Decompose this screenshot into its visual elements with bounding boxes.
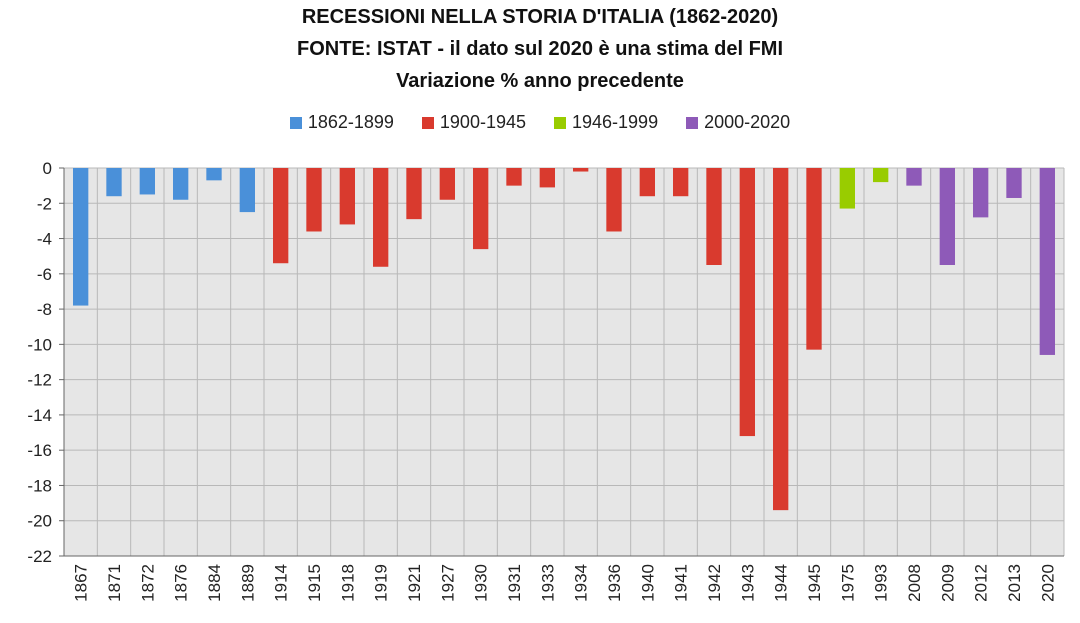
legend-label: 1946-1999 — [572, 112, 659, 132]
bar — [1006, 168, 1022, 198]
bar — [939, 168, 955, 265]
legend-swatch — [421, 116, 434, 129]
bar — [739, 168, 755, 437]
x-tick-label: 1919 — [372, 564, 391, 602]
chart-subtitle: FONTE: ISTAT - il dato sul 2020 è una st… — [297, 38, 783, 60]
x-tick-label: 1936 — [605, 564, 624, 602]
x-tick-label: 1993 — [872, 564, 891, 602]
bar — [706, 168, 722, 265]
legend: 1862-1899 1900-1945 1946-1999 2000-2020 — [0, 112, 1080, 133]
legend-label: 2000-2020 — [704, 112, 791, 132]
y-tick-label: 0 — [43, 159, 52, 178]
y-tick-label: -2 — [37, 194, 52, 213]
bar — [806, 168, 822, 350]
chart-title: RECESSIONI NELLA STORIA D'ITALIA (1862-2… — [301, 6, 779, 28]
x-tick-label: 1933 — [538, 564, 557, 602]
bar — [673, 168, 689, 197]
bar — [506, 168, 522, 186]
bar — [639, 168, 655, 197]
legend-label: 1900-1945 — [439, 112, 526, 132]
legend-label: 1862-1899 — [307, 112, 394, 132]
bar — [406, 168, 422, 220]
x-tick-label: 2020 — [1038, 564, 1057, 602]
x-tick-label: 1918 — [338, 564, 357, 602]
bar — [239, 168, 255, 213]
x-tick-label: 2013 — [1005, 564, 1024, 602]
x-tick-label: 1876 — [172, 564, 191, 602]
legend-item: 1862-1899 — [289, 112, 394, 133]
x-tick-label: 1942 — [705, 564, 724, 602]
bar — [873, 168, 889, 183]
bar — [173, 168, 189, 200]
x-tick-label: 1884 — [205, 564, 224, 602]
bar — [206, 168, 222, 181]
y-tick-label: -18 — [27, 476, 52, 495]
bar — [973, 168, 989, 218]
x-tick-label: 1931 — [505, 564, 524, 602]
x-tick-label: 1889 — [238, 564, 257, 602]
bar — [339, 168, 355, 225]
y-tick-label: -8 — [37, 300, 52, 319]
x-tick-label: 1867 — [72, 564, 91, 602]
x-tick-label: 1944 — [772, 564, 791, 602]
x-tick-label: 2009 — [938, 564, 957, 602]
x-tick-label: 1927 — [438, 564, 457, 602]
bar — [439, 168, 455, 200]
x-tick-label: 1872 — [138, 564, 157, 602]
x-tick-label: 1940 — [638, 564, 657, 602]
legend-item: 1900-1945 — [421, 112, 526, 133]
bar — [373, 168, 389, 267]
legend-swatch — [554, 116, 566, 129]
bar — [106, 168, 122, 197]
x-tick-label: 1934 — [572, 564, 591, 602]
legend-item: 2000-2020 — [686, 112, 790, 133]
bar — [73, 168, 89, 306]
y-tick-label: -22 — [27, 547, 52, 566]
y-tick-label: -4 — [37, 230, 52, 249]
bar — [473, 168, 489, 250]
x-tick-label: 1921 — [405, 564, 424, 602]
x-tick-label: 1941 — [672, 564, 691, 602]
x-tick-label: 1914 — [272, 564, 291, 602]
x-tick-label: 1930 — [472, 564, 491, 602]
bar — [773, 168, 789, 511]
y-tick-label: -10 — [27, 335, 52, 354]
x-tick-label: 1943 — [738, 564, 757, 602]
y-tick-label: -12 — [27, 371, 52, 390]
y-tick-label: -16 — [27, 441, 52, 460]
x-tick-label: 1975 — [838, 564, 857, 602]
bar — [573, 168, 589, 172]
x-tick-label: 2008 — [905, 564, 924, 602]
legend-swatch — [289, 116, 302, 129]
x-tick-label: 1871 — [105, 564, 124, 602]
y-tick-label: -6 — [37, 265, 52, 284]
bar — [606, 168, 622, 232]
bar — [839, 168, 855, 209]
bar — [539, 168, 555, 188]
bar — [1039, 168, 1055, 355]
bar — [906, 168, 922, 186]
legend-item: 1946-1999 — [554, 112, 658, 133]
x-tick-label: 1915 — [305, 564, 324, 602]
legend-swatch — [686, 116, 699, 129]
x-tick-label: 1945 — [805, 564, 824, 602]
chart-subtitle-2: Variazione % anno precedente — [396, 70, 684, 92]
bar — [273, 168, 289, 264]
y-tick-label: -14 — [27, 406, 52, 425]
bar — [139, 168, 155, 195]
bar — [306, 168, 322, 232]
x-tick-label: 2012 — [972, 564, 991, 602]
y-tick-label: -20 — [27, 512, 52, 531]
